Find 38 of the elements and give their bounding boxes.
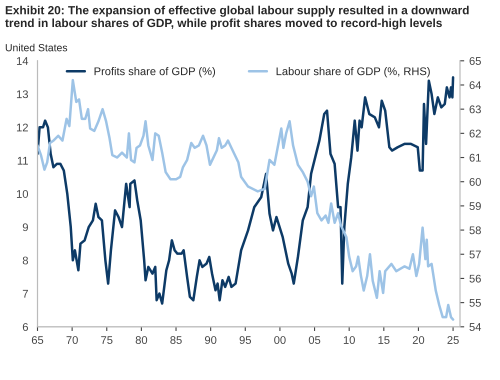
y2-tick-label: 55 — [469, 299, 481, 307]
y2-tick-label: 57 — [469, 250, 481, 258]
y2-tick-label: 63 — [470, 105, 481, 114]
y2-tick-label: 65 — [470, 57, 481, 65]
y2-tick-label: 56 — [469, 274, 481, 283]
y2-tick-label: 54 — [469, 323, 482, 331]
legend-label: Profits share of GDP (%) — [94, 67, 216, 78]
y-tick-label: 8 — [22, 256, 28, 264]
y2-tick-label: 64 — [470, 81, 482, 90]
x-tick-label: 70 — [66, 336, 78, 344]
y2-tick-label: 62 — [470, 130, 481, 138]
y-tick-label: 14 — [16, 57, 28, 65]
chart-subtitle: United States — [6, 44, 68, 52]
y-tick-label: 9 — [22, 223, 28, 232]
y-tick-label: 7 — [22, 290, 28, 298]
y2-tick-label: 60 — [470, 178, 481, 186]
x-tick-label: 95 — [240, 336, 251, 344]
y2-tick-label: 59 — [469, 202, 481, 210]
y2-tick-label: 61 — [470, 154, 481, 162]
legend-label: Labour share of GDP (%, RHS) — [276, 67, 430, 78]
x-tick-label: 25 — [447, 336, 459, 344]
x-tick-label: 10 — [344, 336, 355, 344]
x-tick-label: 90 — [205, 336, 216, 344]
y-tick-label: 10 — [16, 190, 28, 198]
x-tick-label: 65 — [32, 336, 44, 344]
x-tick-label: 15 — [378, 336, 390, 344]
y2-tick-label: 58 — [469, 226, 481, 234]
x-tick-label: 75 — [101, 336, 112, 344]
x-tick-label: 85 — [170, 336, 182, 344]
y-tick-label: 13 — [16, 90, 28, 98]
x-tick-label: 05 — [308, 336, 320, 344]
x-tick-label: 00 — [274, 336, 286, 344]
x-tick-label: 20 — [412, 336, 424, 344]
x-tick-label: 80 — [136, 336, 148, 344]
y-tick-label: 11 — [18, 156, 28, 165]
y-tick-label: 12 — [16, 124, 28, 132]
chart-title: Exhibit 20: The expansion of effective global labour supply resulted in a downward trend in labour shares of GDP, while profit shares moved to record-high levels — [5, 6, 469, 30]
y-tick-label: 6 — [22, 323, 28, 331]
